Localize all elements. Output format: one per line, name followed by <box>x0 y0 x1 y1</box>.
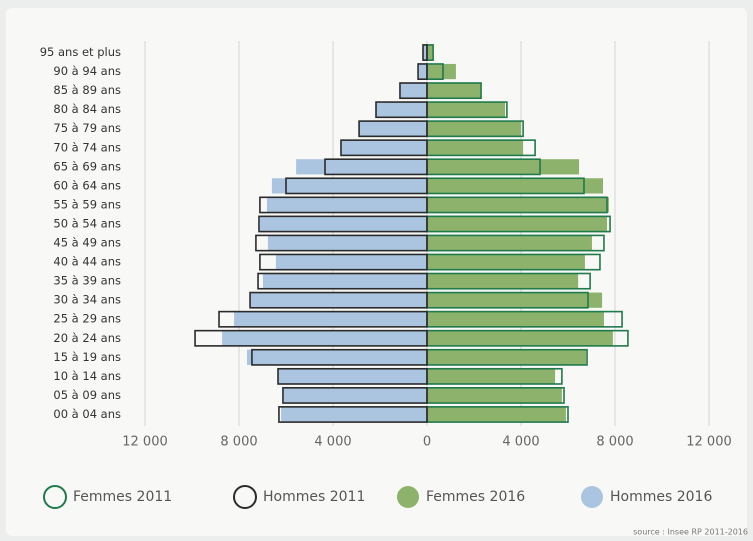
bar <box>278 368 427 384</box>
bar <box>427 197 609 213</box>
category-label: 60 à 64 ans <box>53 178 121 192</box>
bar <box>427 235 592 251</box>
bar <box>427 216 608 232</box>
legend-label: Femmes 2011 <box>73 489 172 505</box>
legend-swatch <box>233 485 257 509</box>
bar <box>427 63 456 80</box>
legend-swatch <box>43 485 67 509</box>
bar <box>427 254 585 270</box>
bar <box>258 215 428 233</box>
bar <box>259 253 428 271</box>
bar <box>255 234 428 252</box>
x-tick-label: 8 000 <box>596 435 633 450</box>
source: source : Insee RP 2011-2016 <box>633 528 748 537</box>
bar <box>427 159 580 175</box>
category-label: 90 à 94 ans <box>53 64 121 78</box>
bar <box>278 406 428 423</box>
legend-label: Hommes 2016 <box>610 489 712 505</box>
legend-swatch <box>397 486 419 508</box>
bar <box>259 196 428 214</box>
category-label: 65 à 69 ans <box>53 159 121 173</box>
x-tick-label: 12 000 <box>686 435 732 450</box>
bar <box>427 330 613 346</box>
bar <box>417 63 428 80</box>
x-tick-label: 12 000 <box>122 435 168 450</box>
bar <box>218 310 428 328</box>
bar <box>422 44 428 61</box>
legend-label: Hommes 2011 <box>263 489 365 505</box>
category-label: 15 à 19 ans <box>53 350 121 364</box>
bar <box>257 272 428 290</box>
category-label: 70 à 74 ans <box>53 140 121 154</box>
bar <box>423 44 427 61</box>
category-label: 25 à 29 ans <box>53 312 121 326</box>
bar <box>427 83 482 99</box>
bar <box>277 367 428 385</box>
bar <box>340 139 428 157</box>
category-label: 20 à 24 ans <box>53 331 121 345</box>
bar <box>246 349 427 365</box>
category-label: 45 à 49 ans <box>53 236 121 250</box>
category-label: 95 ans et plus <box>40 45 121 59</box>
bar <box>427 406 566 423</box>
bar <box>266 197 427 213</box>
bar <box>275 254 427 270</box>
category-label: 10 à 14 ans <box>53 369 121 383</box>
bar <box>234 311 427 327</box>
category-label: 00 à 04 ans <box>53 407 121 421</box>
bar <box>375 101 428 119</box>
category-label: 75 à 79 ans <box>53 121 121 135</box>
bar <box>222 330 427 346</box>
bar <box>282 387 428 404</box>
category-label: 30 à 34 ans <box>53 293 121 307</box>
bar <box>376 102 427 118</box>
x-tick-label: 4 000 <box>314 435 351 450</box>
bar <box>285 177 428 195</box>
bar <box>427 44 434 61</box>
x-tick-label: 4 000 <box>502 435 539 450</box>
bar <box>358 120 428 138</box>
bar <box>427 121 521 137</box>
legend-label: Femmes 2016 <box>426 489 525 505</box>
bar <box>427 178 604 194</box>
bar <box>296 159 427 175</box>
bar <box>427 349 587 365</box>
category-label: 80 à 84 ans <box>53 102 121 116</box>
card <box>6 8 747 536</box>
x-tick-label: 8 000 <box>220 435 257 450</box>
bar <box>281 406 427 423</box>
bar <box>427 387 562 404</box>
bar <box>359 121 427 137</box>
bar <box>194 329 428 347</box>
bar <box>282 387 427 404</box>
category-label: 35 à 39 ans <box>53 274 121 288</box>
category-label: 50 à 54 ans <box>53 216 121 230</box>
bar <box>427 292 603 308</box>
bar <box>427 368 556 384</box>
bar <box>259 216 427 232</box>
bar <box>251 348 428 366</box>
bar <box>427 311 604 327</box>
bar <box>427 102 506 118</box>
category-label: 05 à 09 ans <box>53 388 121 402</box>
category-label: 85 à 89 ans <box>53 83 121 97</box>
category-label: 40 à 44 ans <box>53 255 121 269</box>
bar <box>399 82 428 100</box>
bar <box>271 178 427 194</box>
category-label: 55 à 59 ans <box>53 197 121 211</box>
legend-swatch <box>581 486 603 508</box>
bar <box>250 292 427 308</box>
bar <box>340 140 427 156</box>
bar <box>427 273 579 289</box>
x-tick-label: 0 <box>423 435 431 450</box>
bar <box>267 235 427 251</box>
bar <box>399 83 427 99</box>
bar <box>249 291 428 309</box>
bar <box>262 273 427 289</box>
bar <box>324 158 428 176</box>
bar <box>427 140 524 156</box>
bar <box>419 63 427 80</box>
